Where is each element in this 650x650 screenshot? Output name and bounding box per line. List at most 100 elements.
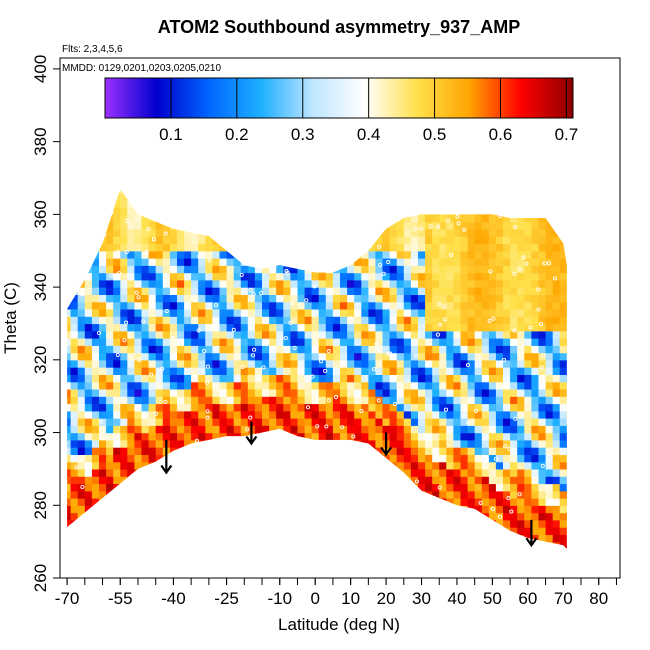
heatmap-cell xyxy=(77,308,86,317)
heatmap-cell xyxy=(425,228,433,237)
heatmap-cell xyxy=(495,359,504,368)
heatmap-cell xyxy=(99,381,107,390)
heatmap-cell xyxy=(524,461,532,470)
heatmap-cell xyxy=(439,483,447,492)
heatmap-cell xyxy=(488,476,497,485)
sample-marker xyxy=(315,424,320,429)
heatmap-cell xyxy=(240,403,249,412)
heatmap-cell xyxy=(240,381,249,390)
heatmap-cell xyxy=(566,439,567,448)
heatmap-cell xyxy=(503,512,511,521)
heatmap-cell xyxy=(375,374,384,383)
heatmap-cell xyxy=(425,308,433,317)
heatmap-cell xyxy=(488,505,497,514)
heatmap-cell xyxy=(84,308,93,317)
heatmap-cell xyxy=(432,476,440,485)
heatmap-cell xyxy=(254,352,263,361)
sample-marker xyxy=(304,298,309,303)
heatmap-cell xyxy=(290,359,299,368)
heatmap-cell xyxy=(226,439,235,448)
heatmap-cell xyxy=(198,425,206,434)
heatmap-cell xyxy=(474,374,483,383)
heatmap-cell xyxy=(396,221,405,230)
sample-marker xyxy=(414,479,420,484)
heatmap-cell xyxy=(481,410,490,419)
heatmap-cell xyxy=(538,512,547,521)
arrow-head xyxy=(525,537,538,548)
heatmap-cell xyxy=(354,381,362,390)
heatmap-cell xyxy=(198,410,206,419)
heatmap-cell xyxy=(545,221,554,230)
heatmap-cell xyxy=(67,483,72,492)
heatmap-cell xyxy=(566,287,567,295)
heatmap-cell xyxy=(552,425,561,434)
heatmap-cell xyxy=(495,214,504,223)
heatmap-cell xyxy=(545,265,554,274)
heatmap-cell xyxy=(396,425,405,434)
heatmap-cell xyxy=(425,476,433,485)
heatmap-cell xyxy=(481,396,490,405)
heatmap-cell xyxy=(432,316,440,325)
heatmap-cell xyxy=(510,439,518,448)
heatmap-cell xyxy=(162,418,171,426)
heatmap-cell xyxy=(418,301,426,310)
heatmap-cell xyxy=(198,236,206,245)
heatmap-cell xyxy=(432,461,440,470)
sample-marker xyxy=(436,224,441,229)
heatmap-cell xyxy=(283,381,291,390)
heatmap-cell xyxy=(212,250,221,259)
heatmap-cell xyxy=(382,388,391,397)
heatmap-cell xyxy=(67,308,72,317)
heatmap-cell xyxy=(233,258,242,266)
heatmap-cell xyxy=(247,279,256,288)
heatmap-cell xyxy=(425,243,433,252)
heatmap-cell xyxy=(474,476,483,485)
heatmap-cell xyxy=(134,403,143,412)
sample-marker xyxy=(371,367,377,372)
heatmap-cell xyxy=(453,301,462,310)
heatmap-cell xyxy=(446,374,454,383)
heatmap-cell xyxy=(481,214,490,223)
heatmap-cell xyxy=(283,359,291,368)
heatmap-cell xyxy=(70,468,79,477)
heatmap-cell xyxy=(474,214,483,223)
heatmap-cell xyxy=(446,338,454,346)
heatmap-cell xyxy=(453,345,462,354)
heatmap-cell xyxy=(418,214,426,223)
heatmap-cell xyxy=(148,447,157,455)
heatmap-cell xyxy=(559,301,567,310)
heatmap-cell xyxy=(340,323,348,332)
sample-marker xyxy=(412,227,417,232)
sample-marker xyxy=(283,335,288,341)
heatmap-cell xyxy=(538,403,547,412)
heatmap-cell xyxy=(191,236,199,245)
heatmap-cell xyxy=(99,279,107,288)
heatmap-cell xyxy=(488,359,497,368)
heatmap-cell xyxy=(538,207,547,215)
heatmap-cell xyxy=(240,396,249,405)
heatmap-cell xyxy=(262,359,270,368)
heatmap-cell xyxy=(77,352,86,361)
heatmap-cell xyxy=(262,330,270,339)
heatmap-cell xyxy=(148,352,157,361)
heatmap-cell xyxy=(503,447,511,455)
heatmap-cell xyxy=(510,359,518,368)
heatmap-cell xyxy=(545,330,554,339)
heatmap-cell xyxy=(453,447,462,455)
heatmap-cell xyxy=(262,418,270,426)
heatmap-cell xyxy=(495,250,504,259)
heatmap-cell xyxy=(538,258,547,266)
heatmap-cell xyxy=(219,308,228,317)
heatmap-cell xyxy=(524,359,532,368)
heatmap-cell xyxy=(106,214,114,223)
heatmap-cell xyxy=(318,374,327,383)
heatmap-cell xyxy=(106,221,114,230)
heatmap-cell xyxy=(474,265,483,274)
heatmap-cell xyxy=(184,301,192,310)
heatmap-cell xyxy=(510,418,518,426)
heatmap-cell xyxy=(297,330,306,339)
heatmap-cell xyxy=(566,294,567,303)
heatmap-cell xyxy=(432,250,440,259)
heatmap-cell xyxy=(488,243,497,252)
x-axis: -70 -55 -40 -25 -10 0 10 20 30 40 50 60 70 80 xyxy=(55,578,617,608)
